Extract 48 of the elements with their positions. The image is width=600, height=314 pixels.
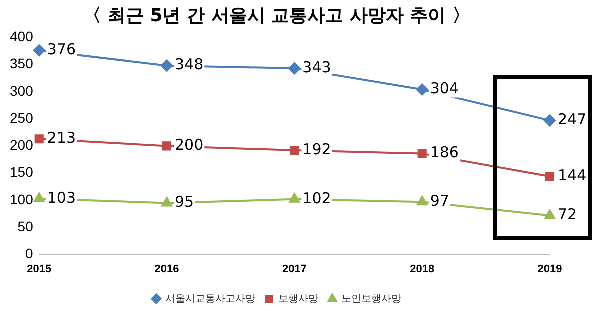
data-label: 200 bbox=[175, 136, 204, 154]
x-tick-label: 2018 bbox=[410, 263, 435, 276]
data-label: 95 bbox=[175, 193, 194, 212]
y-tick-label: 400 bbox=[10, 28, 34, 44]
y-tick-label: 250 bbox=[10, 110, 34, 126]
data-label: 102 bbox=[302, 189, 332, 208]
data-label: 247 bbox=[558, 110, 587, 129]
data-label: 376 bbox=[47, 40, 76, 59]
point bbox=[162, 142, 172, 151]
point bbox=[290, 146, 300, 156]
data-label: 97 bbox=[430, 192, 450, 210]
legend-label: 노인보행사망 bbox=[342, 294, 402, 305]
point bbox=[34, 192, 45, 202]
y-tick-label: 350 bbox=[10, 56, 34, 72]
chart-title: 〈 최근 5년 간 서울시 교통사고 사망자 추이 〉 bbox=[84, 5, 470, 26]
y-tick-label: 100 bbox=[10, 191, 34, 208]
point bbox=[416, 84, 428, 96]
point bbox=[544, 210, 556, 220]
legend-label: 보행사망 bbox=[278, 294, 318, 305]
y-tick-label: 150 bbox=[10, 164, 34, 180]
x-tick-label: 2017 bbox=[282, 263, 307, 276]
data-label: 348 bbox=[175, 56, 204, 74]
point bbox=[34, 134, 44, 144]
data-label: 186 bbox=[430, 144, 459, 162]
x-tick-label: 2016 bbox=[154, 263, 180, 276]
x-tick-label: 2015 bbox=[27, 263, 52, 276]
point bbox=[162, 197, 172, 207]
point bbox=[544, 114, 556, 127]
data-label: 72 bbox=[558, 206, 578, 224]
data-label: 343 bbox=[302, 58, 332, 76]
data-label: 192 bbox=[302, 140, 332, 158]
data-label: 304 bbox=[430, 80, 459, 98]
point bbox=[417, 196, 428, 206]
point bbox=[418, 149, 427, 158]
point bbox=[289, 193, 300, 203]
y-tick-label: 50 bbox=[18, 218, 34, 235]
y-tick-label: 300 bbox=[10, 82, 34, 99]
y-tick-label: 0 bbox=[26, 246, 34, 262]
point bbox=[33, 44, 46, 57]
point bbox=[288, 62, 301, 75]
legend-label: 서울시교통사고사망 bbox=[166, 294, 256, 305]
x-tick-label: 2019 bbox=[538, 263, 562, 276]
data-label: 144 bbox=[558, 166, 587, 184]
point bbox=[545, 172, 555, 182]
data-label: 213 bbox=[47, 129, 76, 148]
data-label: 103 bbox=[47, 188, 76, 207]
y-tick-label: 200 bbox=[10, 137, 34, 154]
point bbox=[161, 60, 174, 72]
